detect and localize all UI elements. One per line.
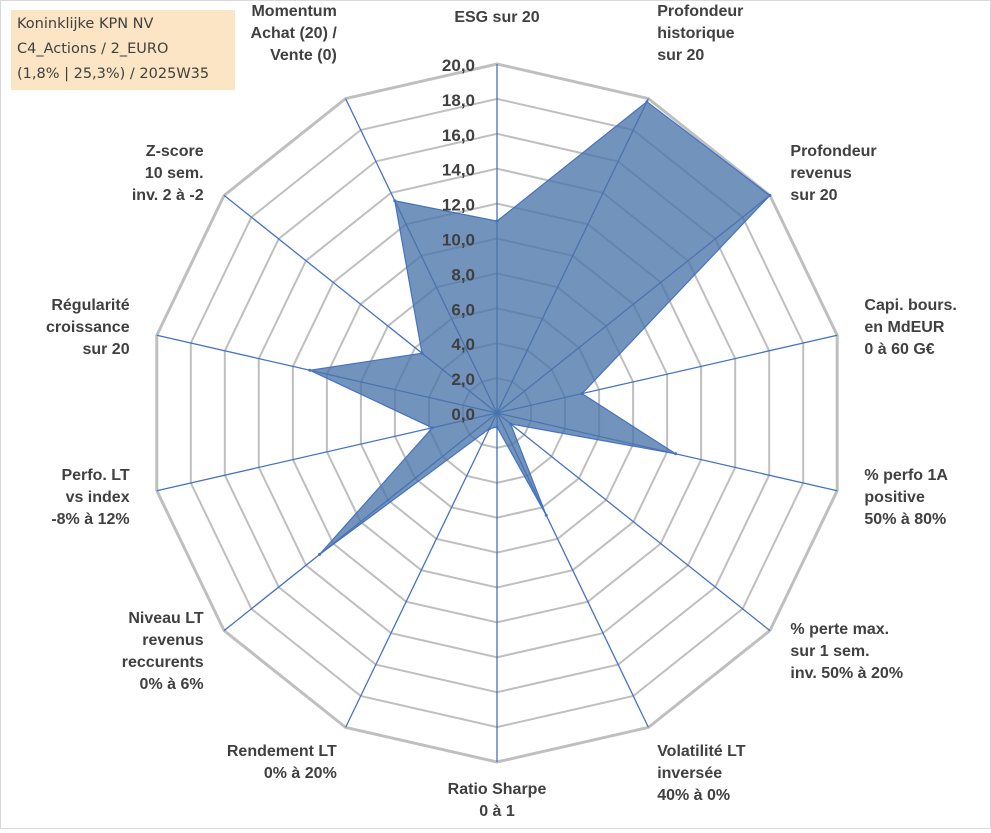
series-area xyxy=(307,100,771,555)
category-label-1: Note ESG sur 20 xyxy=(454,1,539,26)
tick-label: 6,0 xyxy=(451,300,475,319)
series-point-11 xyxy=(430,426,434,430)
category-label-line: revenus xyxy=(142,632,203,649)
category-label-line: Ratio Sharpe xyxy=(448,781,547,798)
category-label-line: croissance xyxy=(46,319,130,336)
category-label-line: Perfo. LT xyxy=(61,467,129,484)
security-stats: (1,8% | 25,3%) / 2025W35 xyxy=(17,66,210,82)
category-label-line: inversée xyxy=(657,765,722,782)
category-label-line: vs index xyxy=(66,489,130,506)
category-label-2: Profondeur historique sur 20 xyxy=(657,3,743,64)
category-label-line: revenus xyxy=(790,165,851,182)
tick-label: 20,0 xyxy=(442,56,475,75)
tick-label: 2,0 xyxy=(451,370,475,389)
category-label-line: sur 20 xyxy=(790,187,837,204)
category-label-line: Note xyxy=(479,1,515,4)
category-label-line: Z-score xyxy=(146,143,204,160)
category-label-4: Capi. bours. en MdEUR 0 à 60 G€ xyxy=(864,297,956,358)
tick-label: 16,0 xyxy=(442,126,475,145)
category-label-14: Momentum Achat (20) / Vente (0) xyxy=(251,3,338,64)
category-label-line: % perte max. xyxy=(790,621,889,638)
category-label-line: Rendement LT xyxy=(227,743,337,760)
radar-series xyxy=(307,100,772,556)
category-label-6: % perte max. sur 1 sem. inv. 50% à 20% xyxy=(790,621,903,682)
series-point-14 xyxy=(393,199,397,203)
category-label-12: Régularité croissance sur 20 xyxy=(46,297,130,358)
category-label-line: inv. 2 à -2 xyxy=(132,187,204,204)
series-point-4 xyxy=(580,392,584,396)
tick-label: 14,0 xyxy=(442,161,475,180)
tick-label: 0,0 xyxy=(451,405,475,424)
tick-label: 12,0 xyxy=(442,196,475,215)
series-point-3 xyxy=(768,193,772,197)
category-label-line: sur 20 xyxy=(82,341,129,358)
series-point-7 xyxy=(544,513,548,517)
category-label-line: -8% à 12% xyxy=(51,511,129,528)
tick-label: 10,0 xyxy=(442,231,475,250)
category-label-line: Capi. bours. xyxy=(864,297,956,314)
category-label-line: 10 sem. xyxy=(145,165,204,182)
series-point-6 xyxy=(509,422,513,426)
tick-label: 8,0 xyxy=(451,265,475,284)
category-label-line: Volatilité LT xyxy=(657,743,746,760)
category-label-line: sur 20 xyxy=(657,47,704,64)
category-labels: Note ESG sur 20 Profondeur historique sur 20… xyxy=(46,0,957,820)
category-label-line: reccurents xyxy=(122,654,204,671)
series-point-13 xyxy=(420,351,424,355)
series-point-12 xyxy=(308,368,312,372)
category-label-9: Rendement LT 0% à 20% xyxy=(227,743,337,782)
security-class: C4_Actions / 2_EURO xyxy=(17,41,169,57)
category-label-line: Profondeur xyxy=(790,143,876,160)
category-label-line: 0 à 1 xyxy=(479,803,515,820)
radar-spoke xyxy=(345,412,498,728)
category-label-13: Z-score 10 sem. inv. 2 à -2 xyxy=(132,143,204,204)
category-label-line: 0% à 6% xyxy=(140,676,204,693)
category-label-11: Perfo. LT vs index -8% à 12% xyxy=(51,467,129,528)
tick-label: 18,0 xyxy=(442,91,475,110)
category-label-3: Profondeur revenus sur 20 xyxy=(790,143,876,204)
category-label-line: Vente (0) xyxy=(270,47,337,64)
category-label-line: positive xyxy=(864,489,925,506)
category-label-8: Ratio Sharpe 0 à 1 xyxy=(448,781,547,820)
category-label-line: sur 1 sem. xyxy=(790,643,869,660)
series-point-9 xyxy=(487,427,491,431)
category-label-7: Volatilité LT inversée 40% à 0% xyxy=(657,743,746,804)
category-label-line: 40% à 0% xyxy=(657,787,730,804)
category-label-line: Niveau LT xyxy=(128,610,204,627)
category-label-line: en MdEUR xyxy=(864,319,944,336)
security-info-box: Koninklijke KPN NV C4_Actions / 2_EURO (… xyxy=(11,10,235,90)
category-label-10: Niveau LT revenus reccurents 0% à 6% xyxy=(122,610,204,693)
series-point-2 xyxy=(645,100,649,104)
category-label-line: ESG sur 20 xyxy=(454,9,539,26)
series-point-8 xyxy=(495,425,499,429)
radial-axis-ticks: 0,0 2,0 4,0 6,0 8,0 10,0 12,0 14,0 16,0 18,0 20,0 xyxy=(442,56,475,424)
category-label-line: Achat (20) / xyxy=(251,25,338,42)
category-label-line: inv. 50% à 20% xyxy=(790,665,903,682)
category-label-line: Régularité xyxy=(51,297,129,314)
category-label-5: % perfo 1A positive 50% à 80% xyxy=(864,467,948,528)
category-label-line: 0 à 60 G€ xyxy=(864,341,934,358)
category-label-line: 0% à 20% xyxy=(264,765,337,782)
series-point-1 xyxy=(495,219,499,223)
category-label-line: Profondeur xyxy=(657,3,743,20)
series-point-5 xyxy=(674,452,678,456)
category-label-line: historique xyxy=(657,25,734,42)
category-label-line: % perfo 1A xyxy=(864,467,948,484)
tick-label: 4,0 xyxy=(451,335,475,354)
category-label-line: 50% à 80% xyxy=(864,511,946,528)
security-name: Koninklijke KPN NV xyxy=(17,16,154,32)
category-label-line: Momentum xyxy=(251,3,336,20)
radar-spoke xyxy=(496,412,771,632)
series-point-10 xyxy=(318,552,322,556)
